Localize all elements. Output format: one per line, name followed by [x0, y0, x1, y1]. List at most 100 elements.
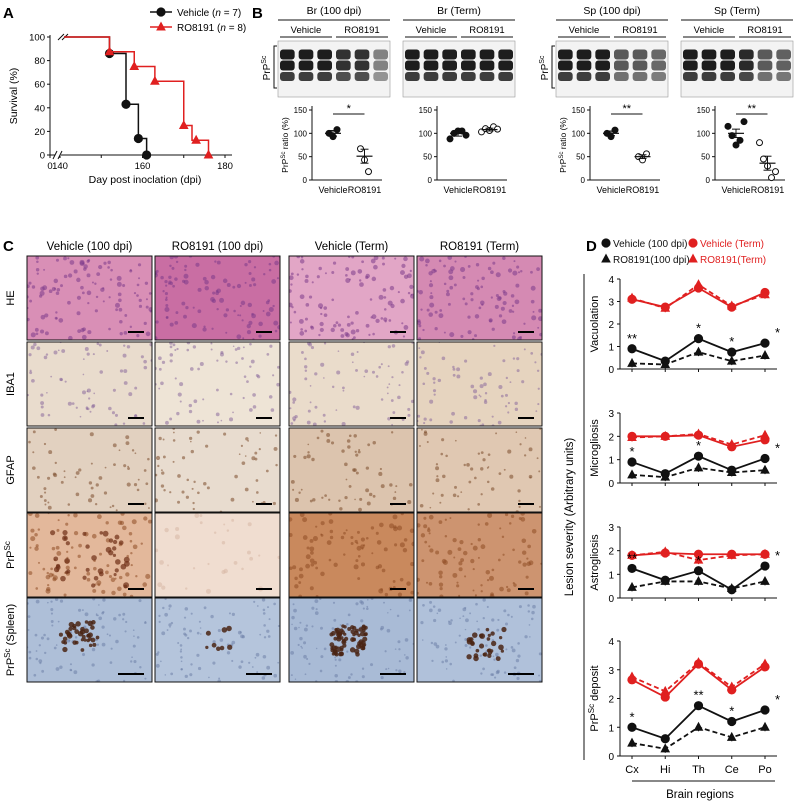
tissue-cell [108, 574, 113, 579]
lesion-point-0 [627, 563, 637, 574]
prp-deposit [338, 631, 343, 636]
tissue-cell [81, 390, 87, 395]
tissue-cell [148, 292, 152, 295]
tissue-cell [346, 322, 351, 327]
tissue-cell [304, 329, 308, 333]
tissue-cell [35, 332, 39, 336]
lesion-y-axis-label: PrPSc deposit [587, 665, 601, 731]
tissue-cell [452, 537, 457, 543]
tissue-cell [266, 665, 271, 670]
tissue-cell [44, 651, 47, 655]
tissue-cell [46, 571, 50, 575]
tissue-cell [387, 345, 391, 349]
tissue-cell [126, 482, 131, 487]
histology-tile-r3-c1 [155, 513, 280, 597]
tissue-cell [122, 525, 127, 531]
tissue-cell [517, 489, 521, 493]
lesion-point-3 [726, 439, 737, 448]
tissue-cell [355, 405, 360, 410]
tissue-cell [38, 659, 43, 664]
tissue-cell [133, 483, 138, 487]
tissue-cell [538, 674, 541, 677]
tissue-cell [517, 654, 521, 658]
tissue-cell [290, 283, 293, 286]
tissue-cell [140, 542, 143, 545]
tissue-cell [184, 607, 189, 611]
tissue-cell [155, 320, 159, 324]
prp-deposit [114, 534, 120, 540]
prp-deposit [329, 642, 335, 648]
tissue-cell [320, 655, 324, 659]
tissue-cell [252, 500, 254, 503]
tissue-cell [477, 419, 481, 423]
tissue-cell [512, 332, 516, 335]
significance-marker: ** [747, 103, 756, 115]
tissue-cell [426, 371, 430, 375]
tissue-cell [328, 513, 333, 516]
tissue-cell [513, 583, 517, 587]
tissue-cell [249, 556, 254, 561]
tissue-cell [345, 267, 350, 271]
tissue-cell [128, 531, 133, 536]
tissue-cell [318, 266, 322, 271]
tissue-cell [418, 444, 421, 447]
tissue-cell [220, 352, 224, 357]
tissue-cell [538, 308, 542, 313]
tissue-cell [136, 334, 140, 338]
blot-bracket [551, 45, 555, 89]
tissue-cell [105, 521, 109, 525]
tissue-cell [518, 499, 521, 503]
prp-deposit [361, 646, 366, 651]
prp-deposit [82, 575, 87, 580]
tissue-cell [453, 283, 457, 287]
tissue-cell [75, 471, 80, 475]
tissue-cell [456, 495, 460, 498]
tissue-cell [196, 430, 200, 434]
histology-tile-r3-c3 [417, 513, 542, 597]
tissue-cell [515, 658, 520, 663]
lesion-point-1 [660, 359, 671, 368]
tissue-cell [160, 275, 164, 280]
tissue-cell [386, 628, 391, 633]
y-tick-label: 0 [40, 151, 45, 162]
tissue-cell [493, 344, 496, 347]
tissue-cell [236, 334, 242, 340]
tissue-cell [177, 500, 181, 504]
prp-deposit [219, 645, 225, 651]
histology-tile-border [416, 255, 543, 341]
tissue-cell [41, 669, 45, 673]
tissue-cell [355, 602, 359, 606]
tissue-cell [179, 382, 184, 387]
tissue-cell [46, 637, 50, 641]
ratio-category-label: Vehicle [318, 185, 347, 195]
tissue-cell [324, 272, 327, 275]
tissue-cell [272, 304, 275, 308]
tissue-cell [42, 567, 46, 571]
prp-deposit [333, 636, 338, 641]
prp-deposit [50, 530, 56, 536]
survival-marker-1 [104, 46, 115, 56]
blot-group-0: Br (100 dpi)Vehicle RO8191 [277, 5, 391, 98]
histology-column-title: RO8191 (Term) [440, 241, 519, 253]
tissue-cell [53, 278, 59, 284]
tissue-cell [145, 482, 149, 486]
tissue-cell [435, 644, 440, 649]
lesion-point-3 [693, 554, 704, 564]
ratio-y-tick-label: 0 [303, 176, 308, 185]
tissue-cell [304, 317, 308, 321]
blot-band-lane1-b1 [423, 60, 439, 71]
tissue-cell [140, 355, 144, 359]
blot-band-lane3-b1 [461, 60, 476, 71]
tissue-cell [464, 644, 468, 647]
tissue-cell [33, 673, 37, 677]
tissue-cell [123, 381, 128, 385]
tissue-cell [216, 359, 219, 362]
blot-title: Sp (Term) [714, 5, 760, 17]
tissue-cell [169, 345, 173, 349]
tissue-cell [351, 361, 354, 364]
tissue-cell [498, 314, 503, 318]
tissue-cell [333, 618, 337, 622]
tissue-cell [397, 395, 401, 400]
tissue-cell [435, 550, 440, 555]
tissue-cell [172, 431, 175, 434]
